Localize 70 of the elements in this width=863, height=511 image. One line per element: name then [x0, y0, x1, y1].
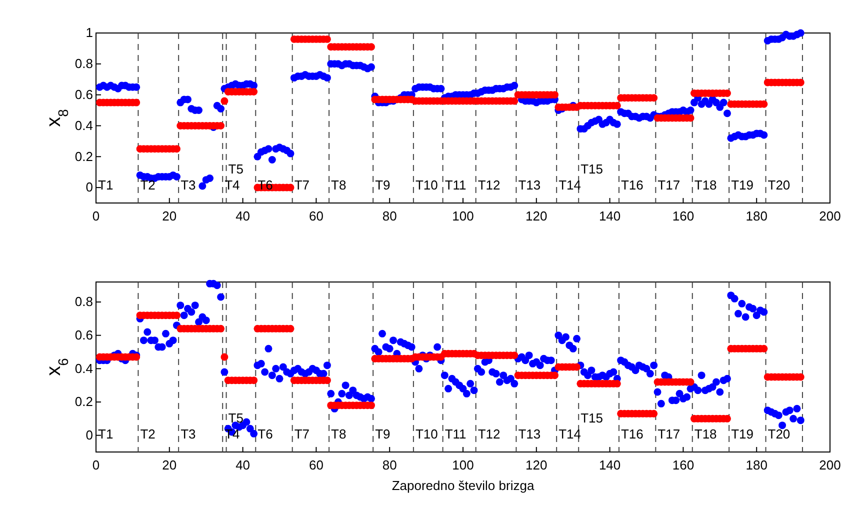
x-tick-label: 40	[236, 457, 250, 472]
annotation: T5	[228, 161, 244, 176]
annotation: T13	[518, 177, 541, 192]
annotation: T2	[140, 177, 156, 192]
y-tick-label: 0.6	[74, 327, 93, 342]
x-tick-label: 180	[746, 208, 768, 224]
x-tick-label: 200	[819, 208, 841, 224]
annotation: T10	[415, 426, 438, 442]
annotation: T8	[331, 426, 346, 442]
annotation: T17	[658, 177, 680, 192]
x-axis-title: Zaporedno število brizga	[392, 478, 535, 493]
x-tick-label: 200	[819, 457, 841, 472]
annotation: T20	[768, 177, 790, 192]
annotation: T12	[478, 177, 500, 192]
x-tick-label: 160	[672, 208, 694, 224]
y-tick-label: 0	[86, 427, 93, 442]
x-tick-label: 100	[452, 457, 474, 472]
annotation: T16	[620, 426, 644, 442]
x-tick-label: 80	[382, 208, 397, 224]
x-tick-label: 160	[672, 457, 694, 472]
y-tick-label: 1	[86, 25, 93, 40]
annotation: T11	[444, 426, 466, 442]
annotation: T14	[558, 426, 581, 442]
y-tick-label: 0.8	[74, 294, 93, 310]
annotation: T14	[558, 177, 581, 192]
x-tick-label: 180	[746, 457, 768, 472]
x-tick-label: 80	[382, 457, 397, 472]
annotation: T2	[140, 426, 156, 442]
x-tick-label: 20	[162, 208, 177, 224]
annotation: T9	[375, 177, 390, 192]
y-tick-label: 0.6	[74, 86, 93, 102]
x-tick-label: 60	[308, 208, 324, 224]
annotation: T7	[294, 177, 310, 192]
y-tick-label: 0.2	[74, 394, 93, 410]
annotation: T4	[224, 177, 240, 192]
annotation: T12	[478, 426, 500, 442]
annotation: T15	[580, 410, 604, 426]
x-tick-label: 120	[526, 208, 548, 224]
y-tick-label: 0.8	[74, 56, 93, 72]
x-tick-label: 140	[598, 208, 621, 224]
annotation: T20	[768, 426, 790, 442]
annotation: T10	[415, 177, 438, 192]
annotation: T7	[294, 426, 310, 442]
annotation: T11	[444, 177, 466, 192]
x-tick-label: 60	[308, 457, 324, 472]
annotation: T17	[658, 426, 680, 442]
annotation: T9	[375, 426, 390, 442]
x-tick-label: 100	[452, 208, 474, 224]
annotation: T6	[258, 426, 273, 442]
x-tick-label: 140	[598, 457, 621, 472]
annotation: T18	[694, 177, 717, 192]
annotation: T16	[620, 177, 644, 192]
annotation: T19	[731, 426, 754, 442]
y-tick-label: 0.4	[74, 360, 93, 376]
annotation: T1	[98, 177, 114, 192]
annotation: T15	[580, 161, 604, 176]
annotation: T1	[98, 426, 114, 442]
y-tick-label: 0.2	[74, 148, 93, 164]
annotation: T3	[180, 426, 196, 442]
annotation: T18	[694, 426, 717, 442]
annotation: T8	[331, 177, 346, 192]
x-tick-label: 20	[162, 457, 177, 472]
annotation: T3	[180, 177, 196, 192]
y-tick-label: 0	[86, 180, 93, 195]
x-tick-label: 120	[526, 457, 548, 472]
annotation: T13	[518, 426, 541, 442]
x-tick-label: 40	[236, 208, 250, 224]
annotation: T19	[731, 177, 754, 192]
annotation: T5	[228, 410, 244, 426]
y-tick-label: 0.4	[74, 118, 93, 133]
